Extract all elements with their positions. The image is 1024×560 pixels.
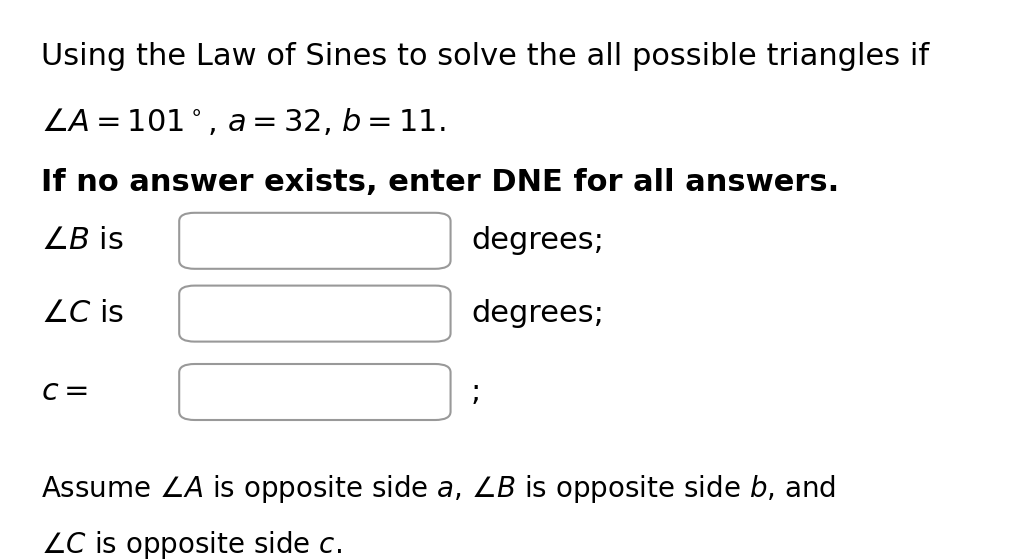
FancyBboxPatch shape xyxy=(179,213,451,269)
Text: Using the Law of Sines to solve the all possible triangles if: Using the Law of Sines to solve the all … xyxy=(41,42,929,71)
Text: degrees;: degrees; xyxy=(471,226,604,255)
Text: Assume $\angle A$ is opposite side $a$, $\angle B$ is opposite side $b$, and: Assume $\angle A$ is opposite side $a$, … xyxy=(41,473,836,505)
Text: degrees;: degrees; xyxy=(471,299,604,328)
Text: $\angle A = 101^\circ$, $a = 32$, $b = 11$.: $\angle A = 101^\circ$, $a = 32$, $b = 1… xyxy=(41,106,445,137)
Text: $\angle C$ is opposite side $c$.: $\angle C$ is opposite side $c$. xyxy=(41,529,342,560)
FancyBboxPatch shape xyxy=(179,364,451,420)
Text: $\angle C$ is: $\angle C$ is xyxy=(41,299,124,328)
Text: If no answer exists, enter DNE for all answers.: If no answer exists, enter DNE for all a… xyxy=(41,168,840,197)
Text: $\angle B$ is: $\angle B$ is xyxy=(41,226,124,255)
FancyBboxPatch shape xyxy=(179,286,451,342)
Text: ;: ; xyxy=(471,377,481,407)
Text: $c =$: $c =$ xyxy=(41,377,88,407)
